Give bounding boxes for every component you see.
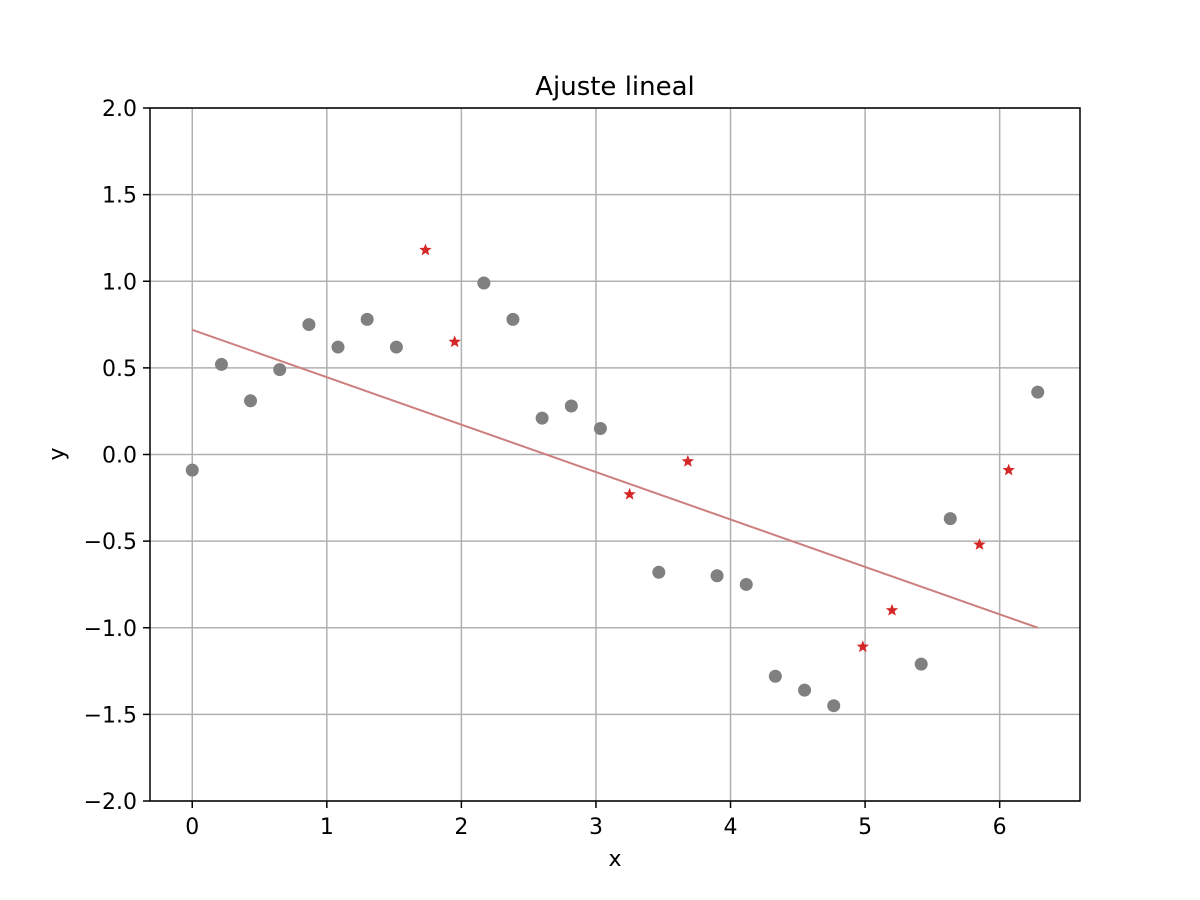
y-tick-label: −0.5 bbox=[84, 530, 137, 555]
data-point bbox=[214, 357, 228, 371]
star-point bbox=[419, 243, 432, 256]
star-point bbox=[623, 487, 636, 500]
grid-lines bbox=[150, 107, 1080, 802]
y-tick-label: 1.5 bbox=[102, 184, 137, 209]
data-point bbox=[827, 699, 841, 713]
x-tick-label: 6 bbox=[993, 815, 1007, 840]
star-point bbox=[681, 454, 695, 467]
x-tick-label: 2 bbox=[454, 815, 468, 840]
star-point bbox=[856, 640, 869, 653]
y-tick-label: 2.0 bbox=[102, 97, 137, 122]
data-point bbox=[185, 463, 199, 477]
data-point bbox=[389, 340, 403, 354]
y-tick-label: −1.0 bbox=[84, 617, 137, 642]
y-tick-label: 0.0 bbox=[102, 444, 137, 469]
data-point bbox=[593, 422, 607, 436]
plot-series bbox=[185, 243, 1045, 713]
data-point bbox=[535, 411, 549, 425]
data-point bbox=[739, 577, 753, 591]
data-point bbox=[331, 340, 345, 354]
chart-title: Ajuste lineal bbox=[535, 72, 695, 102]
star-point bbox=[1002, 463, 1015, 476]
y-tick-label: 0.5 bbox=[102, 357, 137, 382]
x-tick-label: 0 bbox=[185, 815, 199, 840]
y-tick-label: −2.0 bbox=[84, 790, 137, 815]
y-axis-label: y bbox=[45, 447, 70, 460]
star-point bbox=[885, 603, 899, 616]
axis-ticks: 0 1 2 3 4 5 6 −2.0 −1.5 −1.0 −0.5 0.0 0.5 1.0 1.5 2.0 bbox=[84, 97, 1007, 840]
x-axis-label: x bbox=[608, 847, 621, 872]
data-point bbox=[652, 565, 666, 579]
x-tick-label: 3 bbox=[589, 815, 603, 840]
data-point bbox=[914, 657, 928, 671]
data-point bbox=[360, 312, 374, 326]
data-point bbox=[273, 363, 287, 377]
data-point bbox=[564, 399, 578, 413]
data-point bbox=[768, 669, 782, 683]
x-tick-label: 1 bbox=[320, 815, 334, 840]
star-point bbox=[973, 538, 986, 550]
star-point bbox=[448, 335, 461, 348]
y-tick-label: −1.5 bbox=[84, 703, 137, 728]
data-point bbox=[302, 318, 316, 332]
x-tick-label: 5 bbox=[858, 815, 872, 840]
y-tick-label: 1.0 bbox=[102, 270, 137, 295]
data-point bbox=[798, 683, 812, 697]
data-point bbox=[477, 276, 491, 290]
data-point bbox=[710, 569, 724, 583]
data-point bbox=[943, 512, 957, 526]
data-point bbox=[244, 394, 258, 408]
fit-line bbox=[191, 328, 1039, 629]
data-point bbox=[1031, 385, 1045, 399]
data-point bbox=[506, 312, 520, 326]
x-tick-label: 4 bbox=[724, 815, 738, 840]
